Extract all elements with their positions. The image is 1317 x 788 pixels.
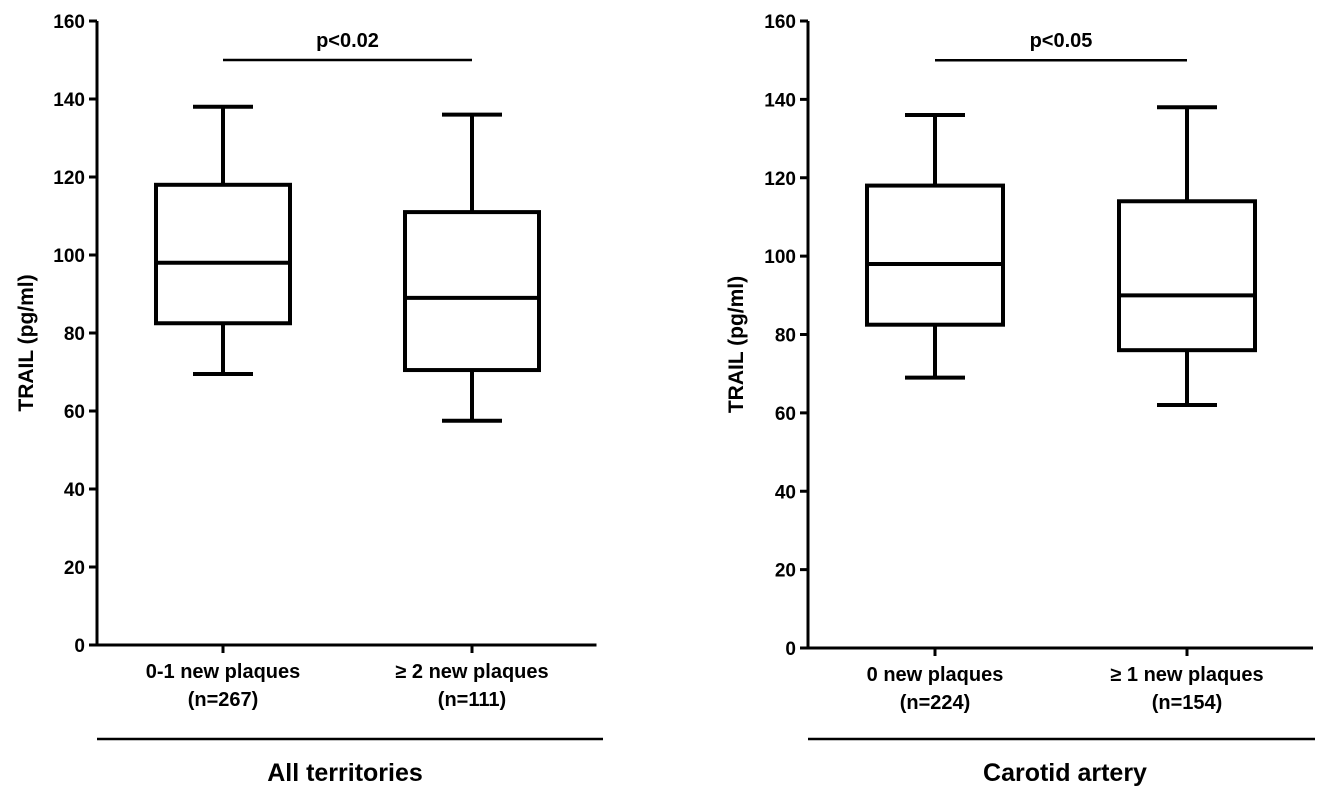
y-tick-label: 160 — [53, 12, 85, 33]
y-tick-label: 80 — [64, 324, 85, 345]
y-tick-label: 100 — [53, 246, 85, 267]
x-tick-label: ≥ 2 new plaques — [395, 661, 548, 683]
y-tick-label: 160 — [764, 12, 796, 33]
x-tick-label: ≥ 1 new plaques — [1110, 664, 1263, 686]
y-tick-label: 20 — [64, 558, 85, 579]
box-plot-2 — [1117, 105, 1257, 408]
y-tick-label: 60 — [775, 404, 796, 425]
y-axis-label: TRAIL (pg/ml) — [15, 274, 38, 411]
significance-label: p<0.02 — [316, 30, 379, 52]
group-label: Carotid artery — [983, 759, 1147, 787]
box-iqr — [154, 182, 292, 326]
y-tick-label: 80 — [775, 326, 796, 347]
box-plot-1 — [865, 113, 1005, 380]
group-label: All territories — [267, 759, 423, 787]
box-iqr — [403, 210, 541, 373]
x-tick-sample-size: (n=267) — [188, 689, 259, 711]
y-tick-label: 120 — [53, 168, 85, 189]
x-tick-label: 0 new plaques — [867, 664, 1004, 686]
y-tick-label: 100 — [764, 247, 796, 268]
y-tick-label: 0 — [785, 639, 796, 660]
y-tick-label: 120 — [764, 169, 796, 190]
x-tick-sample-size: (n=224) — [900, 692, 971, 714]
chart-panel-2: 0 20 40 60 80 100 120 140 160 TRAIL (pg/ml) 0 new … — [725, 12, 1315, 787]
y-tick-label: 60 — [64, 402, 85, 423]
y-tick-label: 140 — [764, 90, 796, 111]
y-tick-label: 40 — [775, 482, 796, 503]
box-plot-1 — [154, 104, 292, 376]
box-iqr — [1117, 199, 1257, 353]
y-tick-label: 0 — [74, 636, 85, 657]
x-tick-sample-size: (n=154) — [1152, 692, 1223, 714]
x-tick-sample-size: (n=111) — [438, 689, 506, 711]
box-plot-2 — [403, 112, 541, 423]
significance-label: p<0.05 — [1030, 30, 1093, 52]
x-tick-label: 0-1 new plaques — [146, 661, 301, 683]
y-tick-label: 40 — [64, 480, 85, 501]
box-iqr — [865, 183, 1005, 327]
y-tick-label: 20 — [775, 561, 796, 582]
y-tick-label: 140 — [53, 90, 85, 111]
chart-panel-1: 0 20 40 60 80 100 120 140 160 TRAIL (pg/ml) 0-1 ne… — [15, 12, 603, 787]
y-axis-label: TRAIL (pg/ml) — [725, 276, 748, 413]
